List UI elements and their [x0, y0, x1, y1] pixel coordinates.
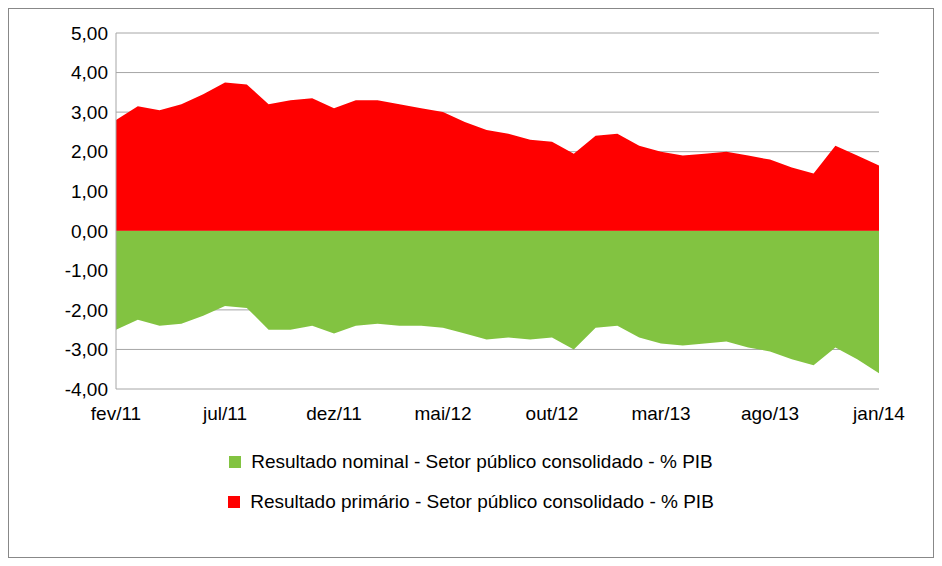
svg-text:dez/11: dez/11	[306, 403, 362, 424]
svg-text:out/12: out/12	[526, 403, 579, 424]
svg-text:-3,00: -3,00	[65, 339, 108, 360]
svg-text:0,00: 0,00	[71, 221, 108, 242]
svg-text:mar/13: mar/13	[631, 403, 690, 424]
svg-text:5,00: 5,00	[71, 23, 108, 44]
svg-text:-2,00: -2,00	[65, 300, 108, 321]
svg-text:mai/12: mai/12	[414, 403, 471, 424]
html-text:Resultado primário - Setor púb: Resultado primário - Setor público conso…	[250, 491, 714, 512]
svg-text:fev/11: fev/11	[91, 403, 141, 424]
svg-text:-4,00: -4,00	[65, 379, 108, 400]
svg-text:2,00: 2,00	[71, 141, 108, 162]
svg-text:-1,00: -1,00	[65, 260, 108, 281]
svg-text:jan/14: jan/14	[852, 403, 905, 424]
html-text:Resultado nominal - Setor públ: Resultado nominal - Setor público consol…	[251, 451, 713, 472]
svg-text:4,00: 4,00	[71, 62, 108, 83]
svg-text:ago/13: ago/13	[741, 403, 799, 424]
svg-text:jul/11: jul/11	[202, 403, 247, 424]
svg-text:3,00: 3,00	[71, 102, 108, 123]
svg-text:1,00: 1,00	[71, 181, 108, 202]
